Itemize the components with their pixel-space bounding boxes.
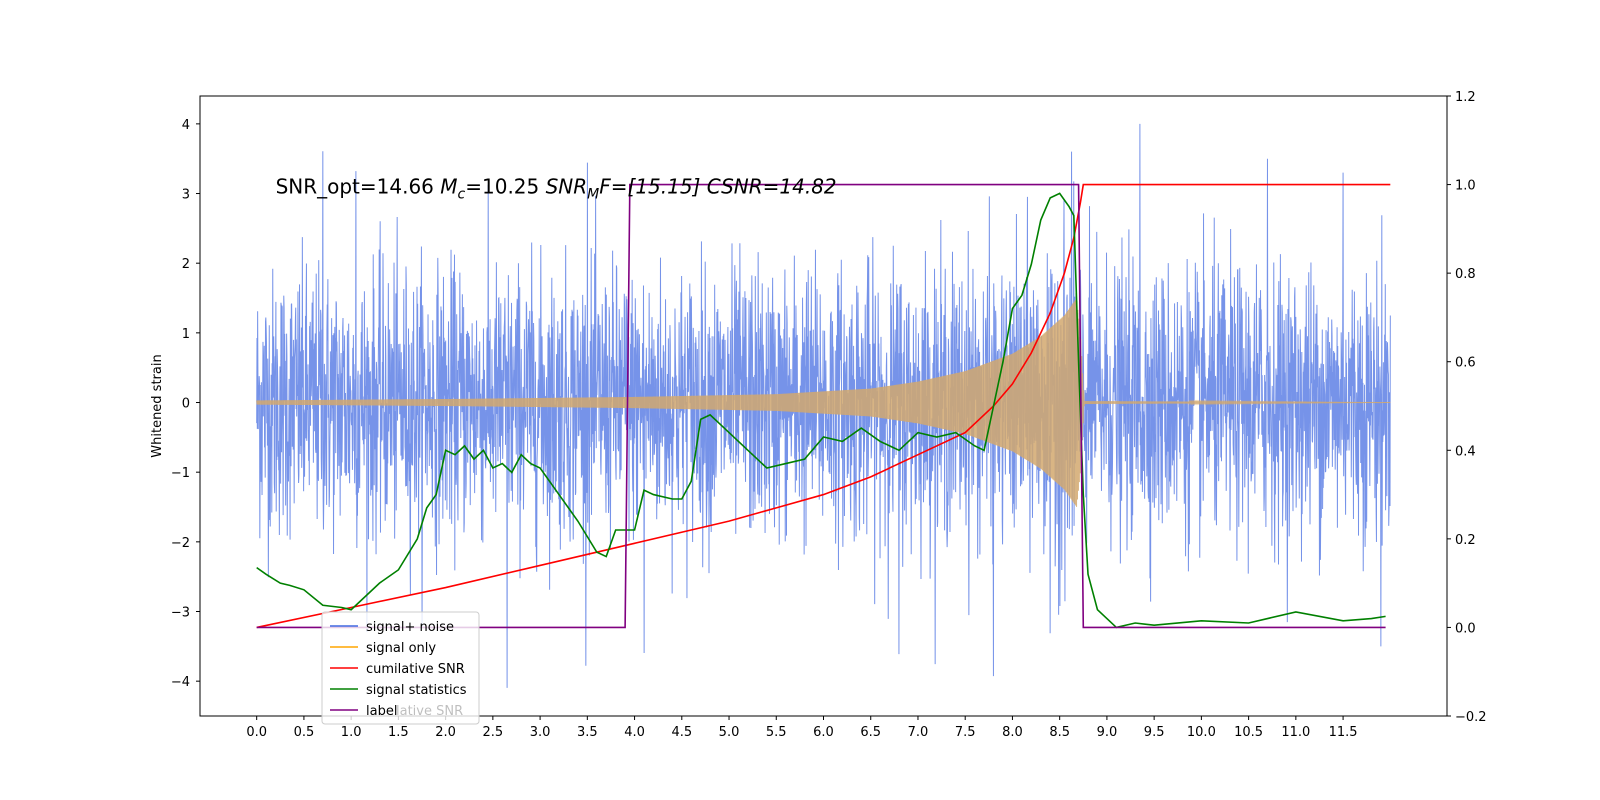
x-tick-label: 9.5 (1144, 725, 1165, 740)
y-left-tick-label: −3 (171, 606, 190, 621)
y-right-tick-label: 0.0 (1455, 621, 1476, 636)
y-left-tick-label: 1 (182, 327, 190, 342)
x-tick-label: 7.0 (908, 725, 929, 740)
x-axis: 0.0 0.5 1.0 1.5 2.0 2.5 3.0 3.5 4.0 4.5 5.0 5.5 6.0 6… (246, 716, 1358, 740)
x-tick-label: 11.0 (1281, 725, 1310, 740)
series-signal-only (256, 298, 1391, 507)
x-tick-label: 0.5 (294, 725, 315, 740)
legend-label: cumilative SNR (366, 662, 465, 677)
x-tick-label: 0.0 (246, 725, 267, 740)
y-axis-right: −0.2 0.0 0.2 0.4 0.6 0.8 1.0 1.2 (1447, 90, 1487, 725)
y-right-tick-label: 1.0 (1455, 179, 1476, 194)
x-tick-label: 6.5 (860, 725, 881, 740)
x-tick-label: 1.5 (388, 725, 409, 740)
x-tick-label: 5.0 (719, 725, 740, 740)
y-left-tick-label: −1 (171, 466, 190, 481)
x-tick-label: 2.0 (435, 725, 456, 740)
x-tick-label: 11.5 (1329, 725, 1358, 740)
series-signal-noise (256, 123, 1391, 688)
x-tick-label: 4.5 (671, 725, 692, 740)
legend-label: signal+ noise (366, 620, 454, 635)
y-right-tick-label: 0.8 (1455, 267, 1476, 282)
x-tick-label: 5.5 (766, 725, 787, 740)
y-right-tick-label: 0.2 (1455, 533, 1476, 548)
y-left-tick-label: −2 (171, 536, 190, 551)
x-tick-label: 2.5 (483, 725, 504, 740)
x-tick-label: 8.0 (1002, 725, 1023, 740)
y-axis-left: −4 −3 −2 −1 0 1 2 3 4 (171, 118, 200, 690)
y-left-tick-label: 3 (182, 188, 190, 203)
y-right-tick-label: 0.6 (1455, 356, 1476, 371)
x-tick-label: 10.5 (1234, 725, 1263, 740)
y-left-tick-label: 4 (182, 118, 190, 133)
x-tick-label: 1.0 (341, 725, 362, 740)
x-tick-label: 9.0 (1097, 725, 1118, 740)
x-tick-label: 3.5 (577, 725, 598, 740)
series-label (256, 183, 1386, 629)
y-left-tick-label: −4 (171, 675, 190, 690)
legend-label: label (366, 704, 397, 719)
legend-box (321, 611, 480, 725)
x-tick-label: 6.0 (813, 725, 834, 740)
x-tick-label: 3.0 (530, 725, 551, 740)
series-layer (256, 123, 1391, 688)
y-right-tick-label: 0.4 (1455, 444, 1476, 459)
legend-label: signal statistics (366, 683, 467, 698)
y-right-tick-label: −0.2 (1455, 710, 1487, 725)
x-tick-label: 8.5 (1049, 725, 1070, 740)
x-tick-label: 7.5 (955, 725, 976, 740)
y-right-tick-label: 1.2 (1455, 90, 1476, 105)
x-tick-label: 4.0 (624, 725, 645, 740)
legend-label: signal only (366, 641, 436, 656)
legend-overlap-text: lative SNR (396, 704, 463, 719)
y-axis-label: Whitened strain (150, 354, 165, 457)
legend: signal+ noise signal only cumilative SNR si… (321, 611, 480, 725)
series-signal-statistics (256, 192, 1386, 629)
x-tick-label: 10.0 (1187, 725, 1216, 740)
y-left-tick-label: 2 (182, 257, 190, 272)
snr-annotation: SNR_opt=14.66 Mc=10.25 SNRMF=[15.15] CSN… (276, 175, 837, 203)
y-left-tick-label: 0 (182, 397, 190, 412)
series-cumulative-snr (256, 183, 1391, 629)
